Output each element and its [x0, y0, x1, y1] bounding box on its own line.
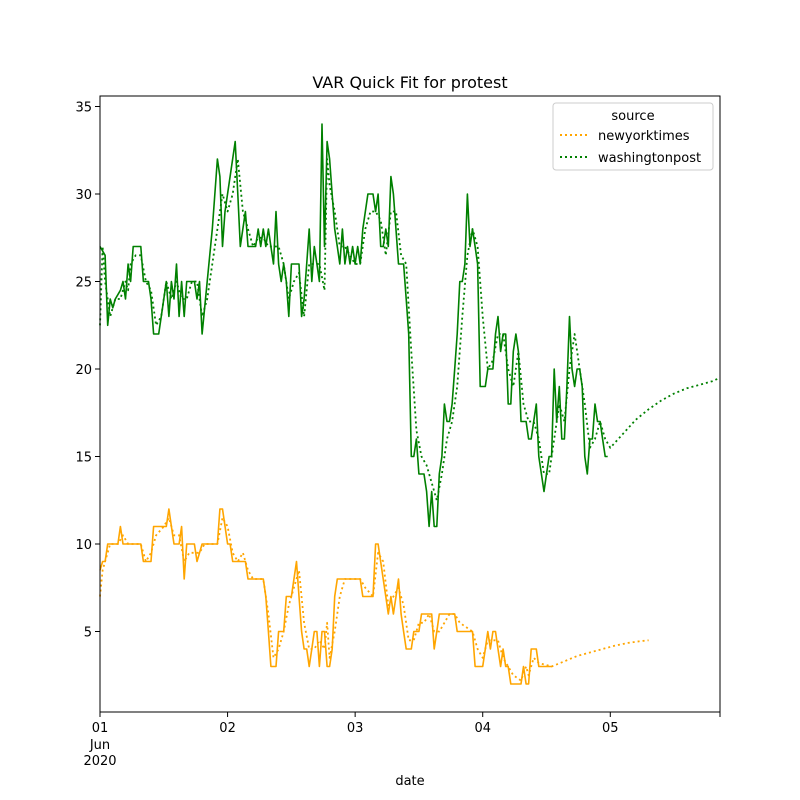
x-tick-label: 01: [92, 721, 109, 736]
chart-title: VAR Quick Fit for protest: [312, 73, 507, 92]
series-layer: [99, 123, 721, 685]
x-axis-label: date: [395, 774, 424, 789]
legend-label-washingtonpost: washingtonpost: [598, 151, 701, 166]
x-tick-label: 03: [347, 721, 364, 736]
plot-frame: [99, 95, 721, 713]
y-tick-label: 10: [75, 538, 92, 553]
series-line-washingtonpost-solid: [99, 123, 608, 528]
x-tick-sublabel: Jun: [89, 738, 110, 753]
y-tick-label: 15: [75, 451, 92, 466]
x-tick-sublabel: 2020: [83, 754, 116, 769]
y-tick-label: 20: [75, 363, 92, 378]
x-tick-label: 02: [219, 721, 236, 736]
series-line-washingtonpost-dotted: [99, 158, 721, 502]
legend-label-newyorktimes: newyorktimes: [598, 129, 690, 144]
y-tick-label: 5: [84, 626, 92, 641]
series-line-newyorktimes-dotted: [99, 516, 649, 682]
y-tick-label: 25: [75, 276, 92, 291]
x-tick-label: 04: [474, 721, 491, 736]
y-tick-label: 30: [75, 188, 92, 203]
x-tick-label: 05: [602, 721, 619, 736]
legend-box: [552, 102, 714, 171]
legend: source newyorktimes washingtonpost: [552, 102, 714, 171]
y-tick-label: 35: [75, 101, 92, 116]
series-line-newyorktimes-solid: [99, 508, 552, 685]
legend-title: source: [611, 109, 654, 124]
